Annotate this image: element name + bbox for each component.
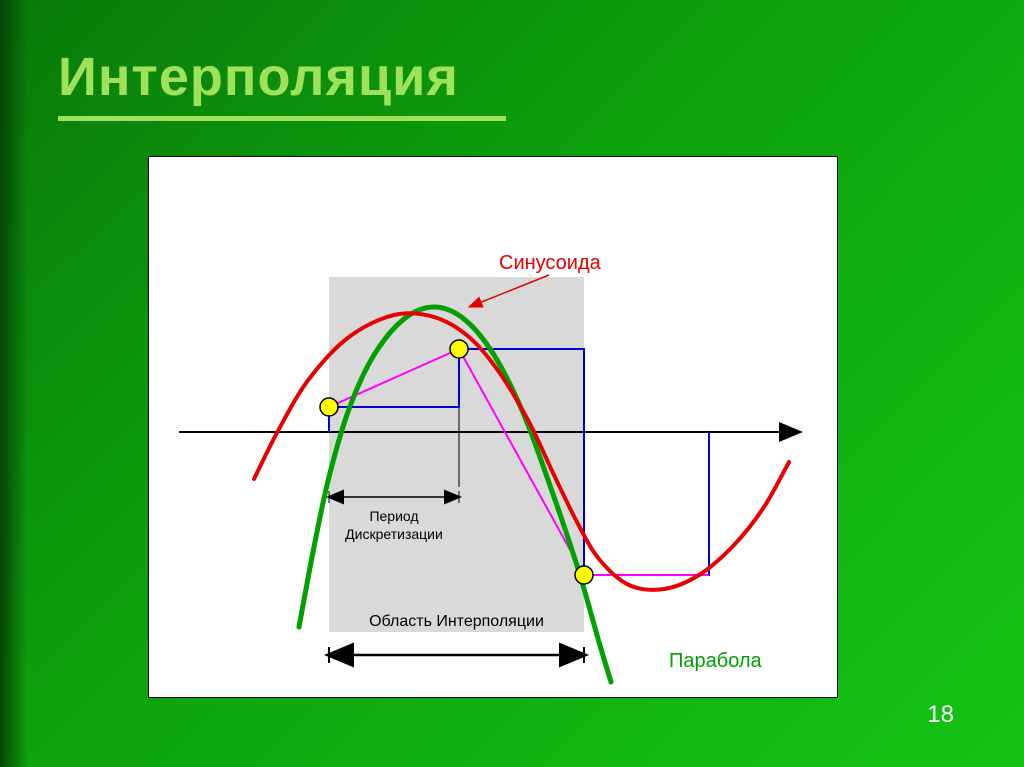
- svg-text:Дискретизации: Дискретизации: [345, 526, 443, 542]
- svg-text:Синусоида: Синусоида: [499, 252, 602, 274]
- chart-svg: Синусоида Парабола Период Дискретизации Обла…: [149, 157, 837, 697]
- svg-text:Период: Период: [369, 508, 418, 524]
- slide: Интерполяция Синусоида Парабола Период Диск…: [0, 0, 1024, 767]
- svg-text:Область Интерполяции: Область Интерполяции: [369, 613, 544, 630]
- slide-title: Интерполяция: [58, 46, 459, 108]
- svg-text:Парабола: Парабола: [669, 650, 763, 672]
- title-underline: [58, 116, 506, 121]
- page-number: 18: [927, 701, 954, 729]
- interpolation-chart: Синусоида Парабола Период Дискретизации Обла…: [148, 156, 838, 698]
